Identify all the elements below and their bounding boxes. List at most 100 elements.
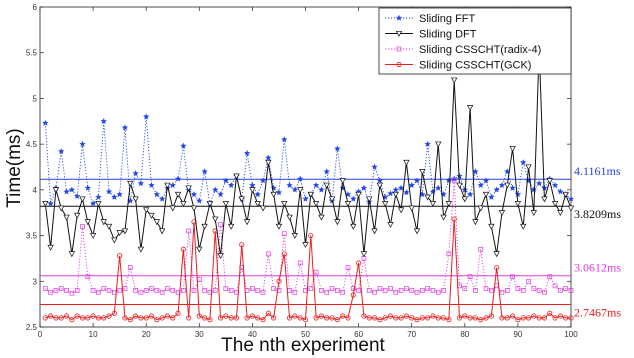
data-point — [79, 315, 86, 321]
data-point — [504, 182, 511, 189]
data-point — [546, 178, 553, 185]
data-point — [388, 286, 393, 291]
average-label: 3.0612ms — [574, 261, 621, 275]
data-point — [396, 46, 402, 52]
axes: 0 10 20 30 40 50 60 70 80 90 100 2.5 3 3.5 4 4.5 5 5.5 6 — [26, 3, 578, 339]
data-point — [462, 313, 468, 319]
data-point — [164, 182, 171, 189]
data-point — [562, 191, 569, 198]
data-point — [456, 182, 463, 189]
data-point — [153, 219, 161, 226]
data-point — [466, 191, 474, 198]
data-point — [255, 315, 261, 321]
data-point — [525, 177, 532, 184]
data-point — [260, 289, 266, 295]
data-point — [345, 265, 351, 270]
data-point — [211, 186, 219, 193]
data-point — [159, 315, 165, 321]
data-point — [520, 288, 526, 293]
data-point — [355, 191, 362, 198]
data-point — [101, 286, 107, 291]
data-point — [340, 289, 346, 295]
data-point — [425, 286, 430, 291]
data-point — [446, 317, 452, 323]
data-point — [451, 216, 457, 222]
data-point — [456, 315, 463, 321]
data-point — [509, 184, 516, 191]
data-point — [271, 315, 277, 321]
data-point — [105, 188, 113, 195]
data-point — [419, 169, 426, 175]
data-point — [95, 201, 102, 207]
y-tick-label: 3 — [33, 277, 38, 286]
data-point — [116, 230, 123, 237]
average-label: 3.8209ms — [574, 207, 621, 221]
y-tick-label: 6 — [33, 3, 38, 12]
data-point — [143, 315, 149, 321]
data-point — [169, 205, 176, 212]
data-point — [302, 317, 309, 323]
data-point — [223, 286, 229, 291]
data-point — [276, 278, 282, 284]
data-point — [393, 289, 399, 295]
data-point — [381, 201, 389, 207]
data-point — [89, 233, 97, 239]
data-point — [217, 253, 224, 260]
data-point — [132, 313, 139, 319]
data-point — [170, 315, 176, 321]
data-point — [138, 315, 144, 321]
data-point — [478, 317, 484, 323]
series-line — [45, 180, 572, 294]
data-point — [122, 315, 128, 321]
data-point — [73, 192, 81, 200]
data-point — [250, 286, 255, 291]
data-point — [132, 196, 139, 203]
data-point — [201, 168, 208, 175]
data-point — [154, 317, 160, 323]
data-point — [63, 188, 70, 195]
data-point — [345, 315, 351, 321]
data-point — [366, 288, 372, 293]
x-tick-label: 100 — [564, 330, 578, 339]
data-point — [319, 288, 324, 293]
data-point — [265, 310, 271, 316]
data-point — [382, 315, 388, 321]
data-point — [148, 313, 155, 319]
data-point — [291, 186, 299, 193]
data-point — [217, 315, 224, 321]
data-point — [467, 274, 473, 280]
data-point — [281, 201, 288, 207]
data-point — [297, 315, 303, 321]
data-point — [228, 315, 234, 321]
legend-entry: Sliding CSSCHT(radix-4) — [419, 44, 541, 56]
data-point — [275, 223, 283, 230]
data-point — [254, 201, 261, 207]
data-point — [186, 315, 192, 321]
data-point — [478, 246, 484, 252]
data-point — [105, 223, 113, 230]
y-tick-label: 4.5 — [26, 140, 38, 149]
data-point — [111, 310, 117, 316]
data-point — [185, 185, 192, 192]
x-tick-label: 80 — [460, 330, 469, 339]
data-point — [499, 315, 505, 321]
data-point — [142, 113, 150, 120]
data-point — [393, 315, 399, 321]
data-point — [307, 191, 314, 198]
data-point — [557, 188, 564, 195]
data-point — [329, 315, 335, 321]
data-point — [323, 182, 330, 189]
data-point — [531, 286, 537, 291]
data-point — [265, 154, 272, 161]
data-point — [441, 288, 446, 293]
data-point — [536, 288, 542, 293]
data-point — [509, 146, 516, 153]
data-point — [159, 289, 165, 295]
data-point — [504, 315, 510, 321]
data-point — [350, 286, 356, 291]
data-point — [473, 288, 478, 293]
data-point — [366, 315, 372, 321]
data-point — [372, 289, 377, 295]
data-point — [174, 175, 182, 182]
legend-entry: Sliding CSSCHT(GCK) — [419, 60, 531, 72]
